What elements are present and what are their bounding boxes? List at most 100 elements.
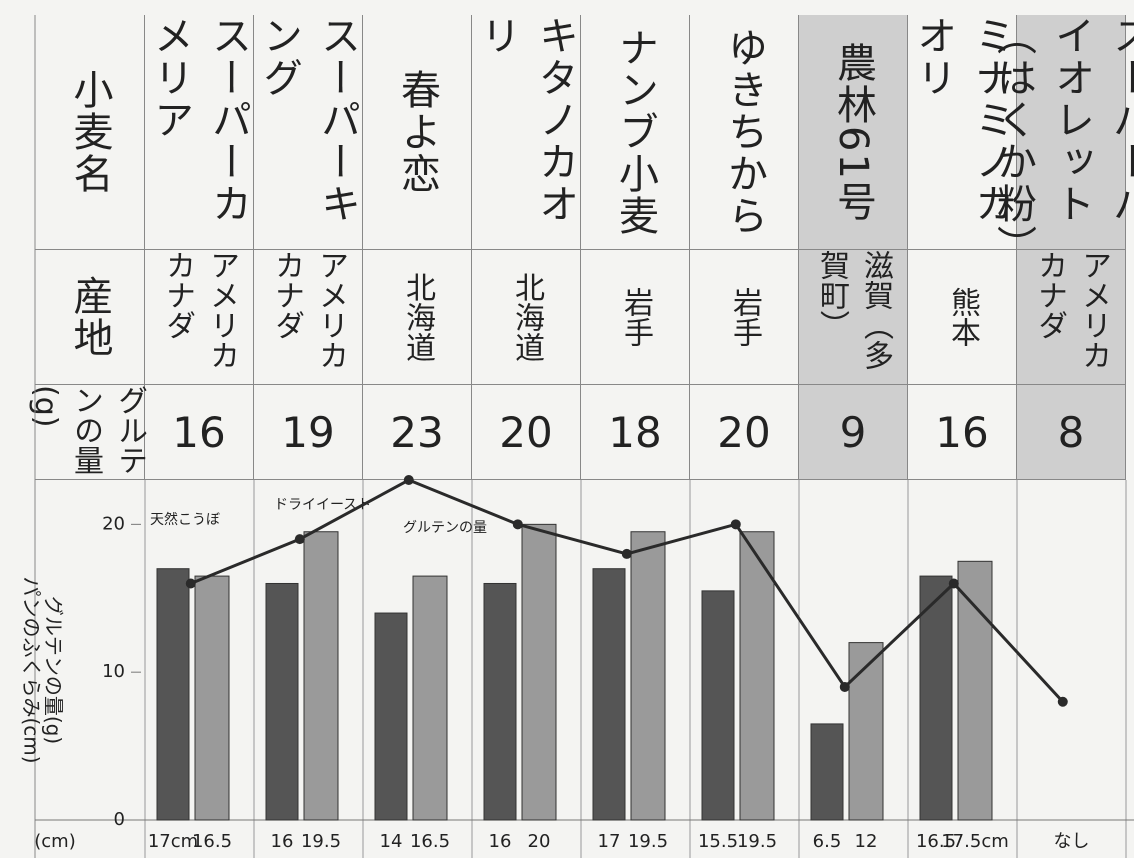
series-label: ドライイースト [274,497,371,513]
wheat-name: ゆきちから [690,15,799,250]
row-header: 小麦名 [35,15,145,250]
value-label: 16.5 [192,831,232,852]
bar [701,590,735,821]
origin-text: アメリカ カナダ [160,250,239,370]
value-label: なし [1054,831,1090,852]
gluten-point [621,548,632,559]
gluten-point [294,534,305,545]
bar [483,582,517,821]
gluten-amount: 16 [908,385,1017,480]
wheat-name: 春よ恋 [363,15,472,250]
value-label: 16 [489,831,512,852]
bar [630,531,666,821]
gluten-amount: 23 [363,385,472,480]
value-label: 19.5 [628,831,668,852]
value-label: 16.5 [410,831,450,852]
gluten-amount: 20 [690,385,799,480]
bar [848,642,884,821]
origin: アメリカ カナダ [1017,250,1126,385]
gluten-point [839,681,850,692]
origin: 岩手 [581,250,690,385]
gluten-point [1057,696,1068,707]
gluten-point [403,475,414,485]
bar [521,523,557,821]
gluten-amount-text: 8 [1057,407,1085,457]
wheat-name-text: 農林61号 [830,41,876,223]
wheat-name: ミナミノカオリ [908,15,1017,250]
bar [919,575,953,821]
gluten-amount-text: 9 [839,407,867,457]
gluten-amount: 9 [799,385,908,480]
gluten-amount: 8 [1017,385,1126,480]
wheat-name-text: スーパーバイオレット（はくか粉） [990,15,1134,267]
wheat-name-text: ナンブ小麦 [612,27,658,237]
wheat-name: スーパーカメリア [145,15,254,250]
gluten-amount-text: 19 [281,407,335,457]
gluten-point [512,519,523,530]
row-header-text: グルテンの量(g) [28,385,147,475]
y-tick-label: 10 [102,661,125,682]
origin-text: 岩手 [618,287,653,347]
origin: 北海道 [472,250,581,385]
wheat-name-text: スーパーカメリア [147,15,251,225]
series-label: グルテンの量 [403,520,487,536]
value-label: 17cm [148,831,198,852]
origin-text: 岩手 [727,287,762,347]
bar [156,568,190,821]
gluten-amount-text: 20 [717,407,771,457]
gluten-amount-text: 16 [172,407,226,457]
origin: アメリカ カナダ [254,250,363,385]
row-header: 産地 [35,250,145,385]
y-axis-title: パンのふくらみ(cm) [20,576,44,763]
bar [810,723,844,821]
y-axis-title: グルテンの量(g) [42,596,66,744]
wheat-name: キタノカオリ [472,15,581,250]
wheat-name: スーパーバイオレット（はくか粉） [990,15,1134,267]
origin-text: 北海道 [400,272,435,362]
gluten-amount: 16 [145,385,254,480]
bar [374,612,408,821]
wheat-name-text: キタノカオリ [474,15,578,225]
gluten-amount: 18 [581,385,690,480]
bar [194,575,230,821]
bar [303,531,339,821]
gluten-point [730,519,741,530]
value-label: 19.5 [737,831,777,852]
bar [592,568,626,821]
value-label: 14 [380,831,403,852]
y-tick-label: 0 [114,809,125,830]
wheat-name-text: ミナミノカオリ [910,15,1014,225]
bar [739,531,775,821]
wheat-name: 農林61号 [799,15,908,250]
wheat-name-text: ゆきちから [721,27,767,237]
bar [957,560,993,821]
gluten-point [948,578,959,589]
gluten-amount: 20 [472,385,581,480]
row-header-text: 小麦名 [66,69,113,195]
origin: 北海道 [363,250,472,385]
origin-text: アメリカ カナダ [269,250,348,370]
value-label: 15.5 [698,831,738,852]
origin: 滋賀（多賀町） [799,250,908,385]
row-header: グルテンの量(g) [28,385,147,480]
gluten-amount-text: 23 [390,407,444,457]
value-label: 19.5 [301,831,341,852]
origin-text: アメリカ カナダ [1032,250,1111,370]
wheat-name: スーパーキング [254,15,363,250]
value-label: 17.5cm [941,831,1009,852]
gluten-point [185,578,196,589]
origin-text: 熊本 [945,287,980,347]
x-unit-label: (cm) [34,831,75,852]
origin: アメリカ カナダ [145,250,254,385]
bar [265,582,299,821]
value-label: 6.5 [813,831,842,852]
value-label: 16 [271,831,294,852]
wheat-name-text: 春よ恋 [394,69,440,195]
value-label: 12 [855,831,878,852]
gluten-amount-text: 20 [499,407,553,457]
row-header-text: 産地 [66,275,113,359]
gluten-amount: 19 [254,385,363,480]
origin-text: 滋賀（多賀町） [814,250,893,370]
